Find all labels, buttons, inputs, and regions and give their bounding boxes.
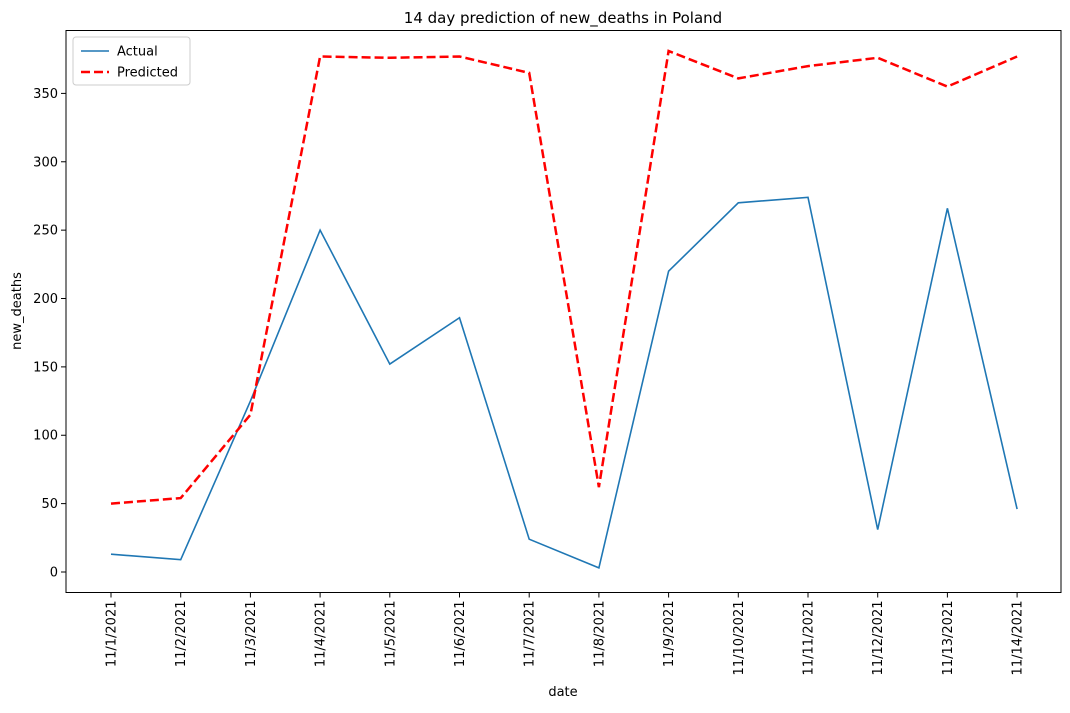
series-line-actual <box>111 197 1017 568</box>
x-axis-label: date <box>548 685 577 700</box>
chart-title: 14 day prediction of new_deaths in Polan… <box>404 9 722 28</box>
x-tick-label: 11/10/2021 <box>732 601 747 676</box>
x-tick-label: 11/6/2021 <box>453 601 468 668</box>
x-tick-label: 11/8/2021 <box>592 601 607 668</box>
y-axis-label: new_deaths <box>10 272 25 350</box>
y-tick-label: 300 <box>33 155 58 170</box>
y-tick-label: 200 <box>33 292 58 307</box>
x-tick-label: 11/4/2021 <box>314 601 329 668</box>
plot-area: 0 50 100 150 200 250 300 350 11/1/2021 11/2/2021 1… <box>33 51 1025 675</box>
x-tick-label: 11/9/2021 <box>662 601 677 668</box>
legend-label-actual: Actual <box>117 45 158 60</box>
y-tick-label: 0 <box>50 565 58 580</box>
y-tick-label: 100 <box>33 429 58 444</box>
y-tick-label: 150 <box>33 360 58 375</box>
x-tick-label: 11/1/2021 <box>105 601 120 668</box>
x-tick-label: 11/2/2021 <box>174 601 189 668</box>
x-tick-label: 11/11/2021 <box>802 601 817 676</box>
plot-frame <box>66 31 1061 593</box>
x-tick-label: 11/5/2021 <box>383 601 398 668</box>
y-tick-label: 50 <box>41 497 58 512</box>
legend-label-predicted: Predicted <box>117 66 178 81</box>
y-tick-label: 350 <box>33 87 58 102</box>
series-line-predicted <box>111 51 1017 504</box>
x-tick-label: 11/7/2021 <box>523 601 538 668</box>
x-tick-label: 11/12/2021 <box>871 601 886 676</box>
x-tick-label: 11/13/2021 <box>941 601 956 676</box>
legend: Actual Predicted <box>73 37 190 85</box>
x-tick-label: 11/3/2021 <box>244 601 259 668</box>
x-tick-label: 11/14/2021 <box>1011 601 1026 676</box>
y-tick-label: 250 <box>33 224 58 239</box>
